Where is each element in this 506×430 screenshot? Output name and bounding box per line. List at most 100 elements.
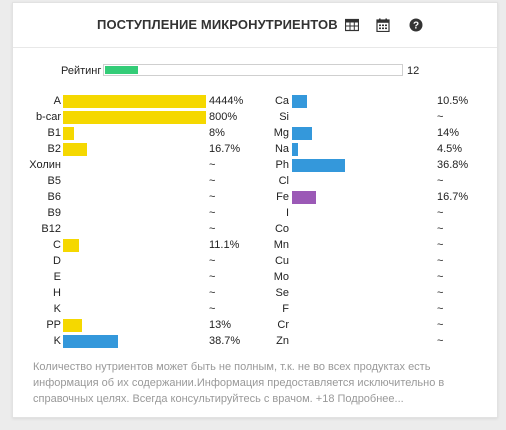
nutrient-label: B5 bbox=[47, 175, 61, 187]
nutrient-label: K bbox=[53, 303, 61, 315]
nutrient-value: ~ bbox=[437, 335, 444, 347]
rating-row: Рейтинг 12 bbox=[13, 63, 497, 79]
nutrient-value: ~ bbox=[209, 271, 216, 283]
nutrient-value: 13% bbox=[209, 319, 232, 331]
rating-value: 12 bbox=[407, 65, 420, 77]
nutrient-label: B1 bbox=[47, 127, 61, 139]
nutrient-label: Cu bbox=[274, 255, 289, 267]
nutrient-value: ~ bbox=[209, 223, 216, 235]
nutrient-label: E bbox=[53, 271, 61, 283]
card-header: ПОСТУПЛЕНИЕ МИКРОНУТРИЕНТОВ ? bbox=[13, 3, 497, 48]
nutrient-value: 38.7% bbox=[209, 335, 241, 347]
nutrient-label: PP bbox=[46, 319, 61, 331]
nutrient-label: Fe bbox=[276, 191, 289, 203]
nutrient-bar bbox=[292, 191, 316, 204]
nutrient-value: ~ bbox=[437, 223, 444, 235]
nutrient-bar bbox=[63, 127, 74, 140]
nutrient-value: ~ bbox=[437, 271, 444, 283]
card-title: ПОСТУПЛЕНИЕ МИКРОНУТРИЕНТОВ bbox=[97, 17, 338, 32]
nutrient-value: ~ bbox=[437, 175, 444, 187]
nutrient-label: A bbox=[53, 95, 61, 107]
nutrient-label: Zn bbox=[276, 335, 289, 347]
nutrient-label: C bbox=[53, 239, 61, 251]
nutrient-bar bbox=[63, 143, 87, 156]
nutrient-value: 16.7% bbox=[437, 191, 469, 203]
help-icon[interactable]: ? bbox=[409, 18, 423, 32]
nutrient-bar bbox=[63, 335, 118, 348]
nutrient-label: Ca bbox=[274, 95, 289, 107]
nutrient-value: 4444% bbox=[209, 95, 244, 107]
nutrient-value: ~ bbox=[437, 287, 444, 299]
nutrient-label: D bbox=[53, 255, 61, 267]
nutrient-bar bbox=[63, 95, 206, 108]
nutrient-value: ~ bbox=[209, 191, 216, 203]
nutrient-label: Cl bbox=[278, 175, 289, 187]
nutrient-value: 10.5% bbox=[437, 95, 469, 107]
nutrient-value: 11.1% bbox=[209, 239, 240, 251]
table-icon[interactable] bbox=[345, 18, 359, 32]
nutrient-value: ~ bbox=[437, 239, 444, 251]
nutrient-bar bbox=[292, 143, 298, 156]
nutrient-value: ~ bbox=[209, 159, 216, 171]
nutrient-value: 36.8% bbox=[437, 159, 469, 171]
nutrient-grid: A 4444% Ca 10.5% b-car 800% Si ~ B1 8% Mg 14% B2 16.7… bbox=[13, 93, 497, 349]
nutrient-row: Холин ~ Ph 36.8% bbox=[13, 157, 497, 173]
nutrient-row: B2 16.7% Na 4.5% bbox=[13, 141, 497, 157]
nutrient-value: ~ bbox=[437, 319, 444, 331]
nutrient-value: ~ bbox=[437, 303, 444, 315]
nutrient-label: B12 bbox=[41, 223, 61, 235]
nutrient-label: B9 bbox=[47, 207, 61, 219]
nutrient-value: ~ bbox=[437, 255, 444, 267]
nutrient-bar bbox=[292, 127, 312, 140]
nutrient-value: 800% bbox=[209, 111, 238, 123]
nutrient-row: K 38.7% Zn ~ bbox=[13, 333, 497, 349]
nutrient-bar bbox=[63, 111, 206, 124]
nutrient-row: B5 ~ Cl ~ bbox=[13, 173, 497, 189]
rating-bar-fill bbox=[105, 66, 138, 74]
nutrient-row: D ~ Cu ~ bbox=[13, 253, 497, 269]
nutrient-bar bbox=[292, 95, 307, 108]
nutrient-label: B2 bbox=[47, 143, 61, 155]
nutrient-label: F bbox=[282, 303, 289, 315]
nutrient-bar bbox=[292, 159, 345, 172]
nutrient-row: PP 13% Cr ~ bbox=[13, 317, 497, 333]
rating-bar bbox=[103, 64, 403, 76]
nutrient-label: Mg bbox=[273, 127, 289, 139]
rating-label: Рейтинг bbox=[61, 65, 102, 77]
micronutrients-card: ПОСТУПЛЕНИЕ МИКРОНУТРИЕНТОВ ? Рейтинг bbox=[12, 2, 498, 418]
nutrient-label: Ph bbox=[275, 159, 289, 171]
nutrient-row: B1 8% Mg 14% bbox=[13, 125, 497, 141]
nutrient-row: B9 ~ I ~ bbox=[13, 205, 497, 221]
nutrient-label: Si bbox=[279, 111, 289, 123]
nutrient-label: Холин bbox=[29, 159, 61, 171]
nutrient-label: K bbox=[53, 335, 61, 347]
nutrient-label: Mo bbox=[273, 271, 289, 283]
nutrient-value: ~ bbox=[209, 255, 216, 267]
nutrient-label: B6 bbox=[47, 191, 61, 203]
nutrient-value: 14% bbox=[437, 127, 460, 139]
nutrient-row: K ~ F ~ bbox=[13, 301, 497, 317]
disclaimer-note: Количество нутриентов может быть не полн… bbox=[33, 361, 445, 405]
nutrient-row: B12 ~ Co ~ bbox=[13, 221, 497, 237]
nutrient-row: A 4444% Ca 10.5% bbox=[13, 93, 497, 109]
nutrient-label: Co bbox=[274, 223, 289, 235]
calendar-icon[interactable] bbox=[376, 18, 390, 32]
svg-text:?: ? bbox=[413, 21, 419, 32]
nutrient-row: H ~ Se ~ bbox=[13, 285, 497, 301]
nutrient-label: Cr bbox=[277, 319, 289, 331]
nutrient-label: Na bbox=[274, 143, 289, 155]
nutrient-row: b-car 800% Si ~ bbox=[13, 109, 497, 125]
nutrient-value: ~ bbox=[437, 111, 444, 123]
nutrient-label: Se bbox=[275, 287, 289, 299]
nutrient-bar bbox=[63, 239, 79, 252]
nutrient-value: 8% bbox=[209, 127, 225, 139]
nutrient-value: ~ bbox=[437, 207, 444, 219]
nutrient-value: 4.5% bbox=[437, 143, 463, 155]
nutrient-label: b-car bbox=[35, 111, 61, 123]
nutrient-row: E ~ Mo ~ bbox=[13, 269, 497, 285]
nutrient-value: ~ bbox=[209, 287, 216, 299]
nutrient-value: ~ bbox=[209, 207, 216, 219]
nutrient-value: ~ bbox=[209, 303, 216, 315]
nutrient-value: ~ bbox=[209, 175, 216, 187]
nutrient-row: C 11.1% Mn ~ bbox=[13, 237, 497, 253]
